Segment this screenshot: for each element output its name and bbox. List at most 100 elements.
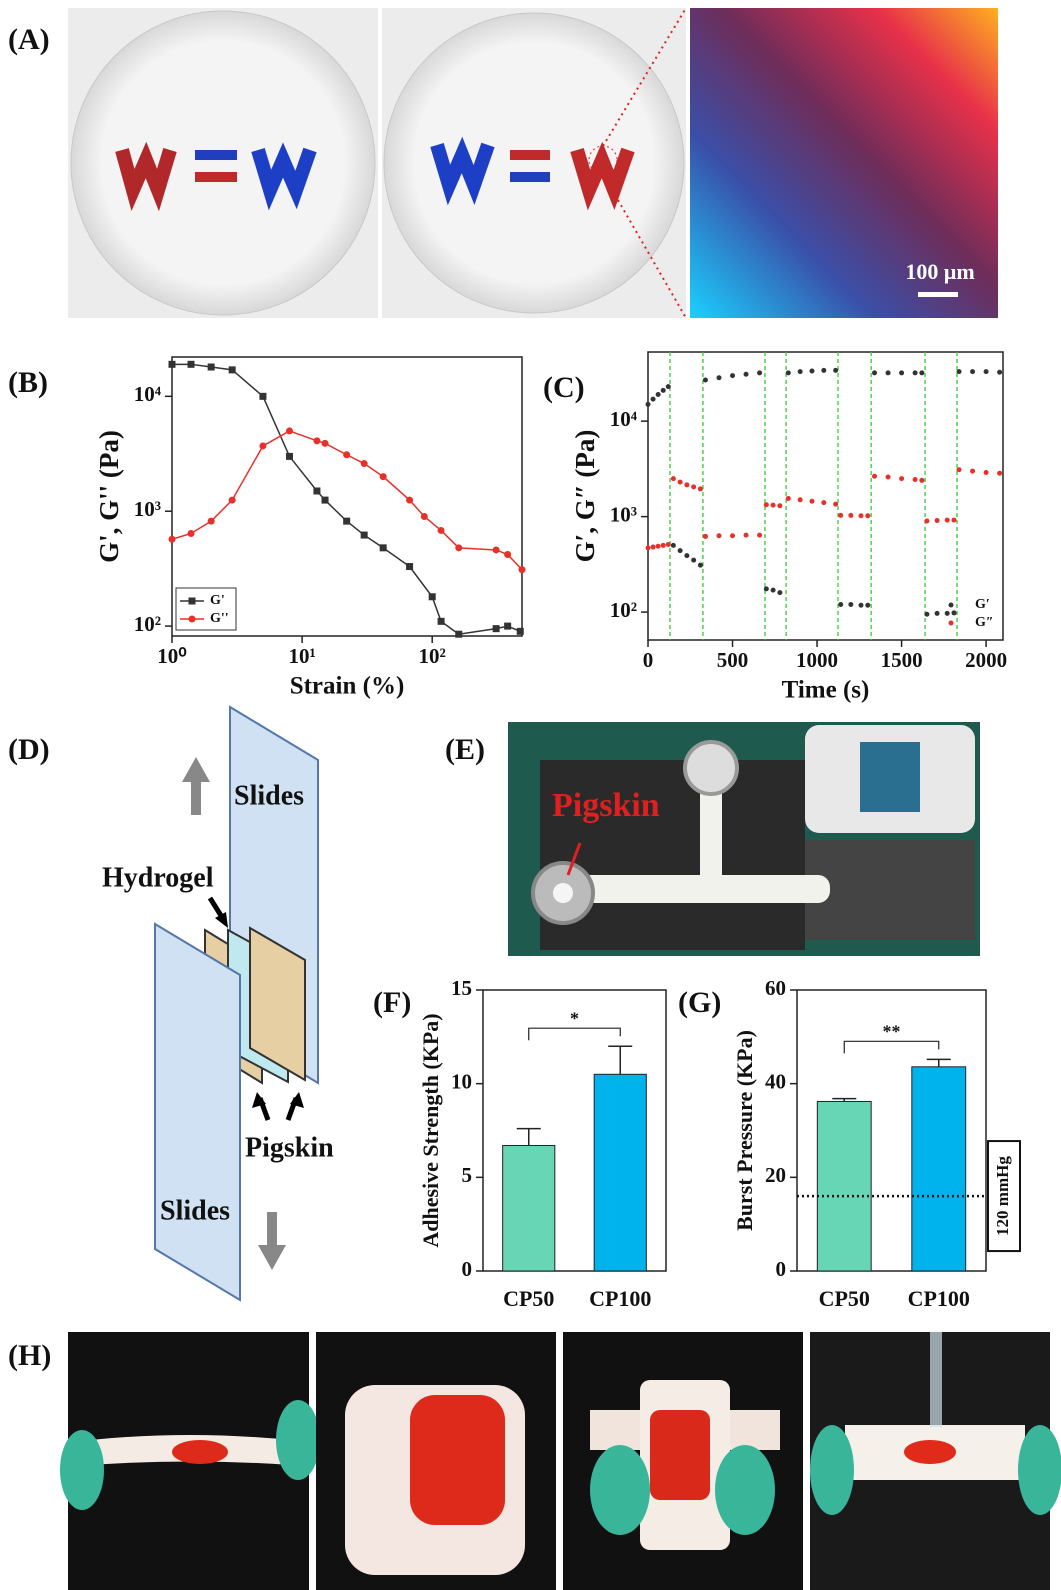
x-tick-label: 10²: [419, 644, 446, 668]
marker: [188, 530, 195, 537]
significance: *: [570, 1008, 579, 1028]
marker: [886, 370, 891, 375]
marker: [957, 369, 962, 374]
photo-label: Pigskin: [552, 787, 660, 824]
significance: **: [883, 1021, 901, 1041]
x-tick-label: 1000: [796, 648, 838, 672]
marker: [493, 625, 500, 632]
x-tick-label: 2000: [965, 648, 1007, 672]
marker: [691, 558, 696, 563]
x-axis-label: Time (s): [782, 677, 870, 704]
marker: [519, 566, 526, 573]
marker: [678, 480, 683, 485]
marker: [229, 366, 236, 373]
panel-label: (B): [8, 366, 48, 399]
marker: [764, 586, 769, 591]
marker: [361, 460, 368, 467]
y-tick-label: 10⁴: [610, 407, 638, 431]
y-tick-label: 10³: [610, 502, 637, 526]
marker: [945, 611, 950, 616]
legend-label: G': [210, 593, 225, 608]
marker: [809, 369, 814, 374]
marker: [438, 618, 445, 625]
marker: [798, 497, 803, 502]
marker: [698, 563, 703, 568]
marker: [919, 370, 924, 375]
panel-label: (C): [543, 371, 585, 404]
diagram-label: Slides: [160, 1195, 230, 1226]
bar: [912, 1067, 966, 1271]
diagram: Slides Hydrogel Pigskin Slides: [102, 707, 334, 1300]
marker: [984, 470, 989, 475]
marker: [684, 482, 689, 487]
marker: [438, 527, 445, 534]
marker: [833, 368, 838, 373]
marker: [919, 478, 924, 483]
marker: [188, 361, 195, 368]
photo-device: Pigskin: [508, 722, 980, 956]
marker: [786, 370, 791, 375]
bar: [594, 1074, 646, 1271]
marker: [913, 477, 918, 482]
legend-marker: [949, 603, 954, 608]
photo-dishes: 100 μm: [68, 8, 998, 318]
marker: [821, 500, 826, 505]
marker: [945, 518, 950, 523]
marker: [809, 499, 814, 504]
marker: [169, 361, 176, 368]
marker: [924, 518, 929, 523]
significance-bracket: [529, 1028, 621, 1040]
y-tick-label: 10²: [610, 598, 637, 622]
x-tick-label: CP100: [908, 1286, 970, 1311]
marker: [380, 473, 387, 480]
marker: [661, 543, 666, 548]
x-tick-label: 10⁰: [157, 644, 187, 668]
marker: [313, 487, 320, 494]
marker: [666, 384, 671, 389]
marker: [777, 503, 782, 508]
y-tick-label: 0: [776, 1257, 787, 1281]
y-tick-label: 20: [765, 1163, 786, 1187]
bar: [503, 1145, 555, 1271]
x-tick-label: 1500: [881, 648, 923, 672]
marker: [406, 497, 413, 504]
marker: [997, 370, 1002, 375]
y-tick-label: 10: [451, 1069, 472, 1093]
marker: [678, 548, 683, 553]
marker: [777, 590, 782, 595]
marker: [717, 533, 722, 538]
marker: [730, 533, 735, 538]
marker: [666, 542, 671, 547]
marker: [951, 610, 956, 615]
significance-bracket: [844, 1041, 939, 1053]
marker: [455, 544, 462, 551]
marker: [691, 484, 696, 489]
marker: [899, 476, 904, 481]
marker: [744, 533, 749, 538]
marker: [259, 442, 266, 449]
y-axis-label: G', G'' (Pa): [94, 430, 124, 563]
marker: [821, 368, 826, 373]
plot-frame: [648, 352, 1003, 640]
marker: [786, 496, 791, 501]
marker: [286, 453, 293, 460]
marker: [771, 588, 776, 593]
marker: [671, 543, 676, 548]
marker: [493, 546, 500, 553]
marker: [730, 373, 735, 378]
legend-marker: [189, 616, 196, 623]
marker: [259, 393, 266, 400]
photos-tests: [60, 1332, 1061, 1590]
marker: [504, 551, 511, 558]
panel-label: (F): [373, 986, 411, 1019]
marker: [504, 623, 511, 630]
marker: [703, 377, 708, 382]
marker: [322, 440, 329, 447]
marker: [698, 486, 703, 491]
marker: [865, 603, 870, 608]
marker: [838, 513, 843, 518]
marker: [913, 370, 918, 375]
marker: [661, 388, 666, 393]
marker: [671, 476, 676, 481]
y-tick-label: 5: [462, 1163, 473, 1187]
